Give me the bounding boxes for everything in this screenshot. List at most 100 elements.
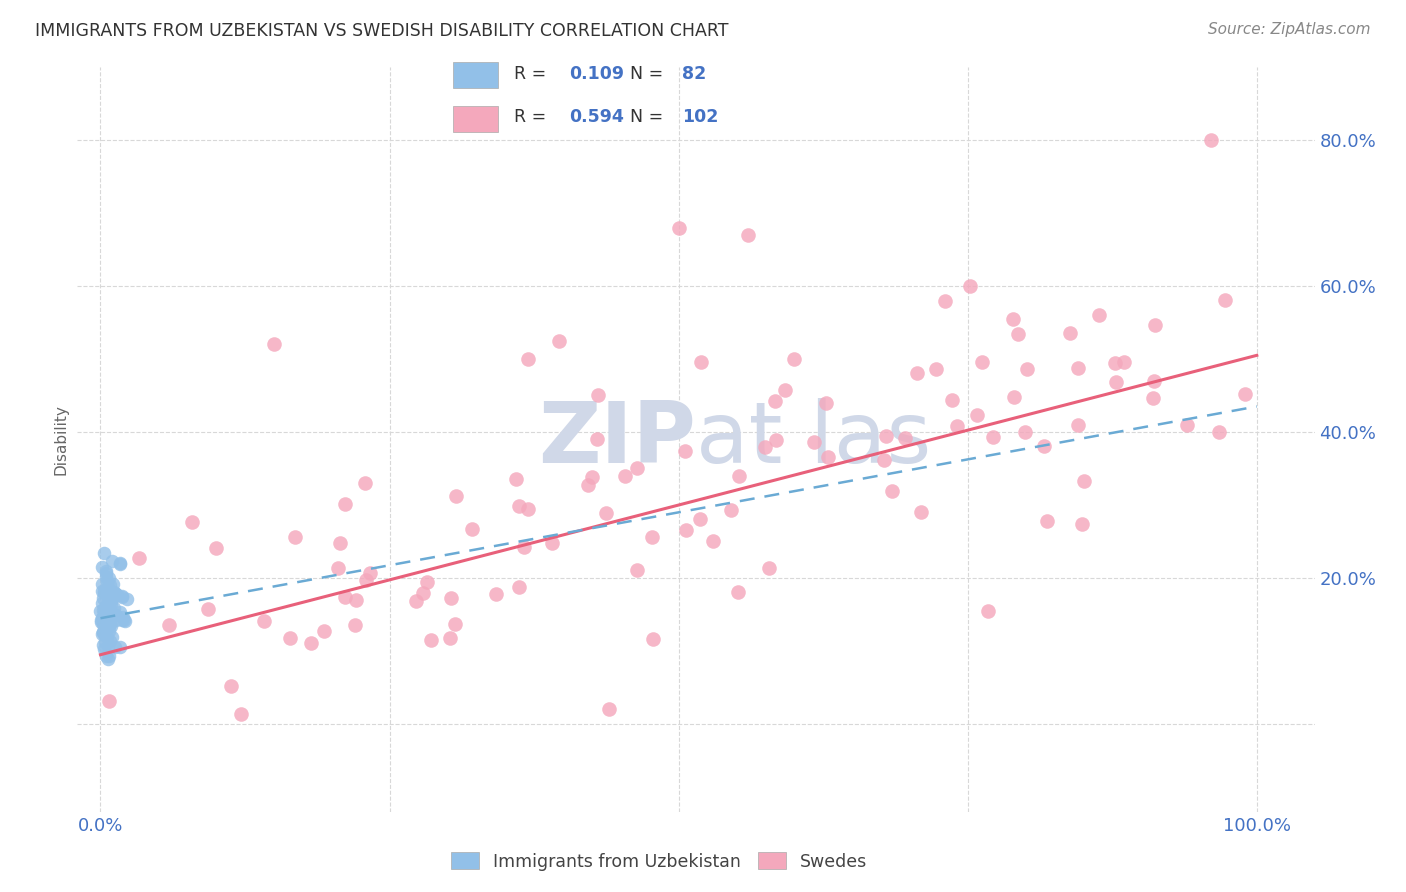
Point <box>103 601 125 615</box>
Point <box>101 576 124 591</box>
Point <box>586 388 609 402</box>
Point <box>675 523 697 537</box>
Point <box>104 587 127 601</box>
Point <box>90 615 112 629</box>
Point <box>1070 516 1092 531</box>
Point <box>758 560 780 574</box>
Point <box>108 605 131 619</box>
Point <box>94 566 117 581</box>
Point <box>100 604 122 618</box>
Point <box>157 618 180 632</box>
Point <box>595 507 617 521</box>
Text: 82: 82 <box>682 65 706 83</box>
Point <box>98 571 121 585</box>
Point <box>333 591 356 605</box>
Point <box>754 440 776 454</box>
Point <box>101 554 124 568</box>
Point <box>180 516 202 530</box>
Point <box>1199 133 1222 147</box>
Point <box>93 545 115 559</box>
Point <box>104 608 127 623</box>
Point <box>1067 361 1090 376</box>
Text: R =: R = <box>515 109 551 127</box>
Point <box>93 605 115 619</box>
Point <box>1104 356 1126 370</box>
Point <box>548 334 571 349</box>
Point <box>312 624 335 638</box>
Point <box>946 419 969 434</box>
Point <box>689 511 711 525</box>
Point <box>416 575 439 590</box>
Text: N =: N = <box>630 109 669 127</box>
Point <box>94 621 117 635</box>
Point <box>576 478 599 492</box>
Point <box>110 590 132 604</box>
Point <box>419 632 441 647</box>
Point <box>673 444 696 458</box>
Point <box>765 433 787 447</box>
Point <box>1088 308 1111 322</box>
Point <box>1073 474 1095 488</box>
Legend: Immigrants from Uzbekistan, Swedes: Immigrants from Uzbekistan, Swedes <box>444 846 873 878</box>
Point <box>93 627 115 641</box>
Point <box>91 596 114 610</box>
Point <box>446 489 468 503</box>
Point <box>96 574 118 589</box>
Point <box>108 640 131 654</box>
Text: 0.109: 0.109 <box>569 65 624 83</box>
Point <box>727 584 749 599</box>
Point <box>905 366 928 380</box>
Point <box>517 502 540 516</box>
Point <box>97 649 120 664</box>
Point <box>1015 362 1038 376</box>
Point <box>100 597 122 611</box>
Point <box>103 640 125 654</box>
Point <box>941 392 963 407</box>
Point <box>585 433 607 447</box>
Point <box>219 679 242 693</box>
Point <box>94 619 117 633</box>
Point <box>668 220 690 235</box>
Point <box>1033 439 1056 453</box>
Point <box>508 499 530 513</box>
Point <box>108 557 131 571</box>
Point <box>94 635 117 649</box>
Bar <box>453 62 498 87</box>
Point <box>690 355 713 369</box>
Point <box>104 613 127 627</box>
Point <box>354 573 377 587</box>
Point <box>90 576 112 591</box>
Point <box>541 535 564 549</box>
Text: 102: 102 <box>682 109 718 127</box>
Bar <box>453 106 498 132</box>
Point <box>114 614 136 628</box>
Point <box>94 648 117 663</box>
Point <box>817 450 839 464</box>
Point <box>1002 390 1025 404</box>
Point <box>1175 417 1198 432</box>
Point <box>97 597 120 611</box>
Point <box>981 430 1004 444</box>
Point <box>89 604 111 618</box>
Point <box>344 593 367 607</box>
Point <box>93 583 115 598</box>
Point <box>1208 425 1230 439</box>
Point <box>111 610 134 624</box>
Point <box>97 618 120 632</box>
Point <box>598 702 620 716</box>
Point <box>1143 374 1166 388</box>
Point <box>91 617 114 632</box>
Point <box>91 625 114 640</box>
Point <box>1234 387 1257 401</box>
Point <box>412 586 434 600</box>
Point <box>1067 418 1090 433</box>
Point <box>333 497 356 511</box>
Point <box>93 599 115 614</box>
Point <box>934 293 956 308</box>
Point <box>505 472 527 486</box>
Point <box>773 383 796 397</box>
Point <box>1002 312 1025 326</box>
Point <box>880 484 903 499</box>
Point <box>1036 515 1059 529</box>
Point <box>966 408 988 422</box>
